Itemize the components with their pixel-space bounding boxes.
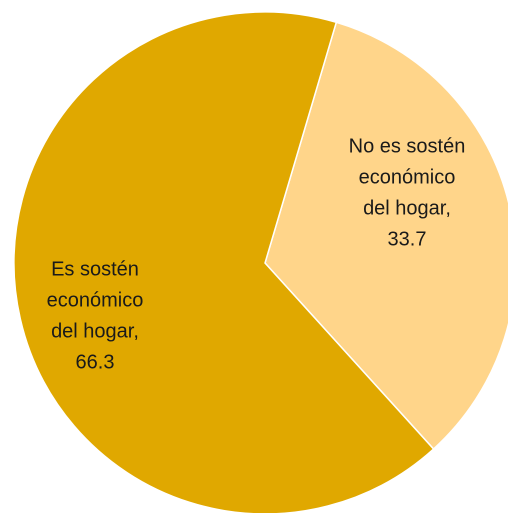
pie-labels: No es sostén económico del hogar, 33.7 Es so… [47,136,466,374]
pie-slice-0 [264,21,508,451]
pie-slice-label-1: Es sostén económico del hogar, 66.3 [47,259,144,374]
pie-slice-label-line: Es sostén [51,259,139,281]
pie-slice-label-line: económico [359,167,456,189]
pie-slices [13,11,508,513]
pie-slice-label-line: No es sostén [349,136,466,158]
pie-slice-label-line: 66.3 [76,352,115,374]
pie-slice-1 [13,11,435,513]
pie-slice-label-line: 33.7 [388,229,427,251]
pie-slice-label-0: No es sostén económico del hogar, 33.7 [349,136,466,251]
pie-slice-label-line: del hogar, [51,321,139,343]
pie-slice-label-line: del hogar, [363,198,451,220]
pie-slice-label-line: económico [47,290,144,312]
